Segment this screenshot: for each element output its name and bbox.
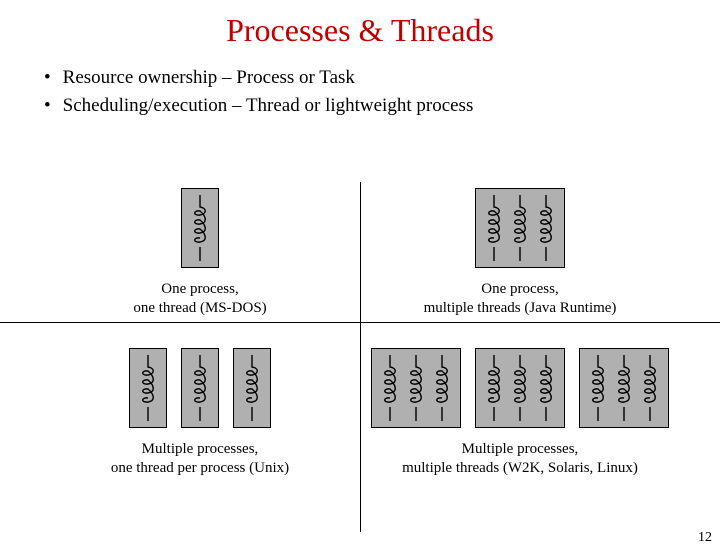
thread-icon — [430, 353, 454, 423]
process-row — [129, 348, 271, 428]
bullet-list: Resource ownership – Process or Task Sch… — [44, 67, 720, 117]
process-box — [475, 348, 565, 428]
caption-line: Multiple processes, — [462, 441, 579, 457]
thread-icon — [404, 353, 428, 423]
caption-line: one thread (MS-DOS) — [133, 300, 266, 316]
thread-icon — [188, 353, 212, 423]
process-row — [475, 188, 565, 268]
diagram-grid: One process, one thread (MS-DOS) One pro… — [40, 182, 680, 532]
thread-icon — [508, 193, 532, 263]
process-box — [181, 188, 219, 268]
bullet-item: Resource ownership – Process or Task — [44, 67, 720, 89]
thread-icon — [534, 353, 558, 423]
bullet-item: Scheduling/execution – Thread or lightwe… — [44, 95, 720, 117]
caption-line: multiple threads (Java Runtime) — [424, 300, 617, 316]
caption-line: one thread per process (Unix) — [111, 460, 289, 476]
horizontal-divider — [0, 322, 720, 323]
process-box — [371, 348, 461, 428]
caption-line: Multiple processes, — [142, 441, 259, 457]
thread-icon — [136, 353, 160, 423]
process-box — [233, 348, 271, 428]
process-box — [475, 188, 565, 268]
caption: Multiple processes, one thread per proce… — [111, 440, 289, 478]
thread-icon — [638, 353, 662, 423]
thread-icon — [482, 353, 506, 423]
thread-icon — [482, 193, 506, 263]
thread-icon — [612, 353, 636, 423]
caption: One process, one thread (MS-DOS) — [133, 280, 266, 318]
thread-icon — [378, 353, 402, 423]
caption: Multiple processes, multiple threads (W2… — [402, 440, 638, 478]
thread-icon — [188, 193, 212, 263]
quadrant-top-right: One process, multiple threads (Java Runt… — [360, 182, 680, 318]
thread-icon — [534, 193, 558, 263]
process-box — [181, 348, 219, 428]
thread-icon — [586, 353, 610, 423]
process-row — [371, 348, 669, 428]
thread-icon — [508, 353, 532, 423]
quadrant-bottom-right: Multiple processes, multiple threads (W2… — [360, 342, 680, 478]
process-box — [129, 348, 167, 428]
page-title: Processes & Threads — [0, 12, 720, 49]
quadrant-top-left: One process, one thread (MS-DOS) — [40, 182, 360, 318]
caption-line: One process, — [161, 281, 238, 297]
process-box — [579, 348, 669, 428]
quadrant-bottom-left: Multiple processes, one thread per proce… — [40, 342, 360, 478]
thread-icon — [240, 353, 264, 423]
caption-line: multiple threads (W2K, Solaris, Linux) — [402, 460, 638, 476]
caption-line: One process, — [481, 281, 558, 297]
caption: One process, multiple threads (Java Runt… — [424, 280, 617, 318]
process-row — [181, 188, 219, 268]
page-number: 12 — [698, 530, 712, 546]
